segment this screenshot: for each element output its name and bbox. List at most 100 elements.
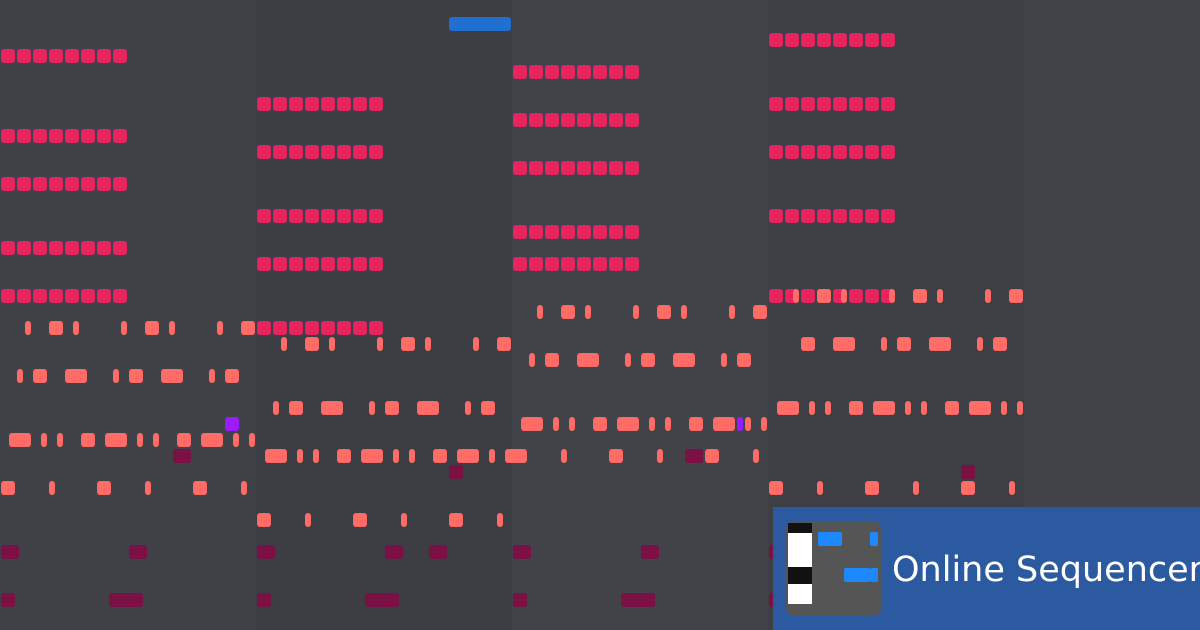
note [217,321,223,335]
note [849,209,863,223]
note [33,129,47,143]
note [961,481,975,495]
note [609,113,623,127]
note [273,257,287,271]
note [321,145,335,159]
note [785,33,799,47]
note [593,161,607,175]
note [225,417,239,431]
note [785,145,799,159]
note [889,289,895,303]
note [625,161,639,175]
note [9,433,31,447]
note [113,177,127,191]
note [561,113,575,127]
note [273,209,287,223]
note [289,321,303,335]
note [49,321,63,335]
note [881,209,895,223]
note [785,97,799,111]
note [577,161,591,175]
note [961,465,975,479]
logo-key [788,567,812,584]
note [393,449,399,463]
note [561,257,575,271]
note [529,113,543,127]
note [769,145,783,159]
note [977,337,983,351]
note [817,209,831,223]
note [337,449,351,463]
note [593,417,607,431]
note [537,305,543,319]
note [33,289,47,303]
note [201,433,223,447]
note [897,337,911,351]
note [881,97,895,111]
note [65,177,79,191]
note [177,433,191,447]
note [17,289,31,303]
note [593,113,607,127]
note [593,65,607,79]
note [257,321,271,335]
note [689,417,703,431]
note [593,257,607,271]
note [337,321,351,335]
note [49,241,63,255]
note [905,401,911,415]
logo-note [870,568,878,582]
note [545,113,559,127]
note [865,33,879,47]
note [985,289,991,303]
note [209,369,215,383]
note [497,337,511,351]
note [577,65,591,79]
note [97,241,111,255]
note [969,401,991,415]
note [1,241,15,255]
note [49,481,55,495]
note [113,241,127,255]
note [481,401,495,415]
note [257,145,271,159]
note [521,417,543,431]
note [401,513,407,527]
bar-column [0,0,256,630]
note [417,401,439,415]
note [753,449,759,463]
logo-note [818,532,842,546]
note [633,305,639,319]
bar-column [256,0,512,630]
note [713,417,735,431]
note [865,97,879,111]
note [225,369,239,383]
note [337,97,351,111]
note [305,513,311,527]
logo-key [788,584,812,604]
note [513,593,527,607]
note [609,449,623,463]
note [769,289,783,303]
note [1009,481,1015,495]
note [545,353,559,367]
note [305,209,319,223]
note [257,257,271,271]
note [353,257,367,271]
note [17,241,31,255]
note [449,17,511,31]
note [769,97,783,111]
note [313,449,319,463]
note [273,145,287,159]
note [273,97,287,111]
note [97,129,111,143]
note [825,401,831,415]
note [33,241,47,255]
note [305,145,319,159]
note [409,449,415,463]
note [65,129,79,143]
note [641,545,659,559]
note [145,481,151,495]
note [641,353,655,367]
bar-column [512,0,768,630]
